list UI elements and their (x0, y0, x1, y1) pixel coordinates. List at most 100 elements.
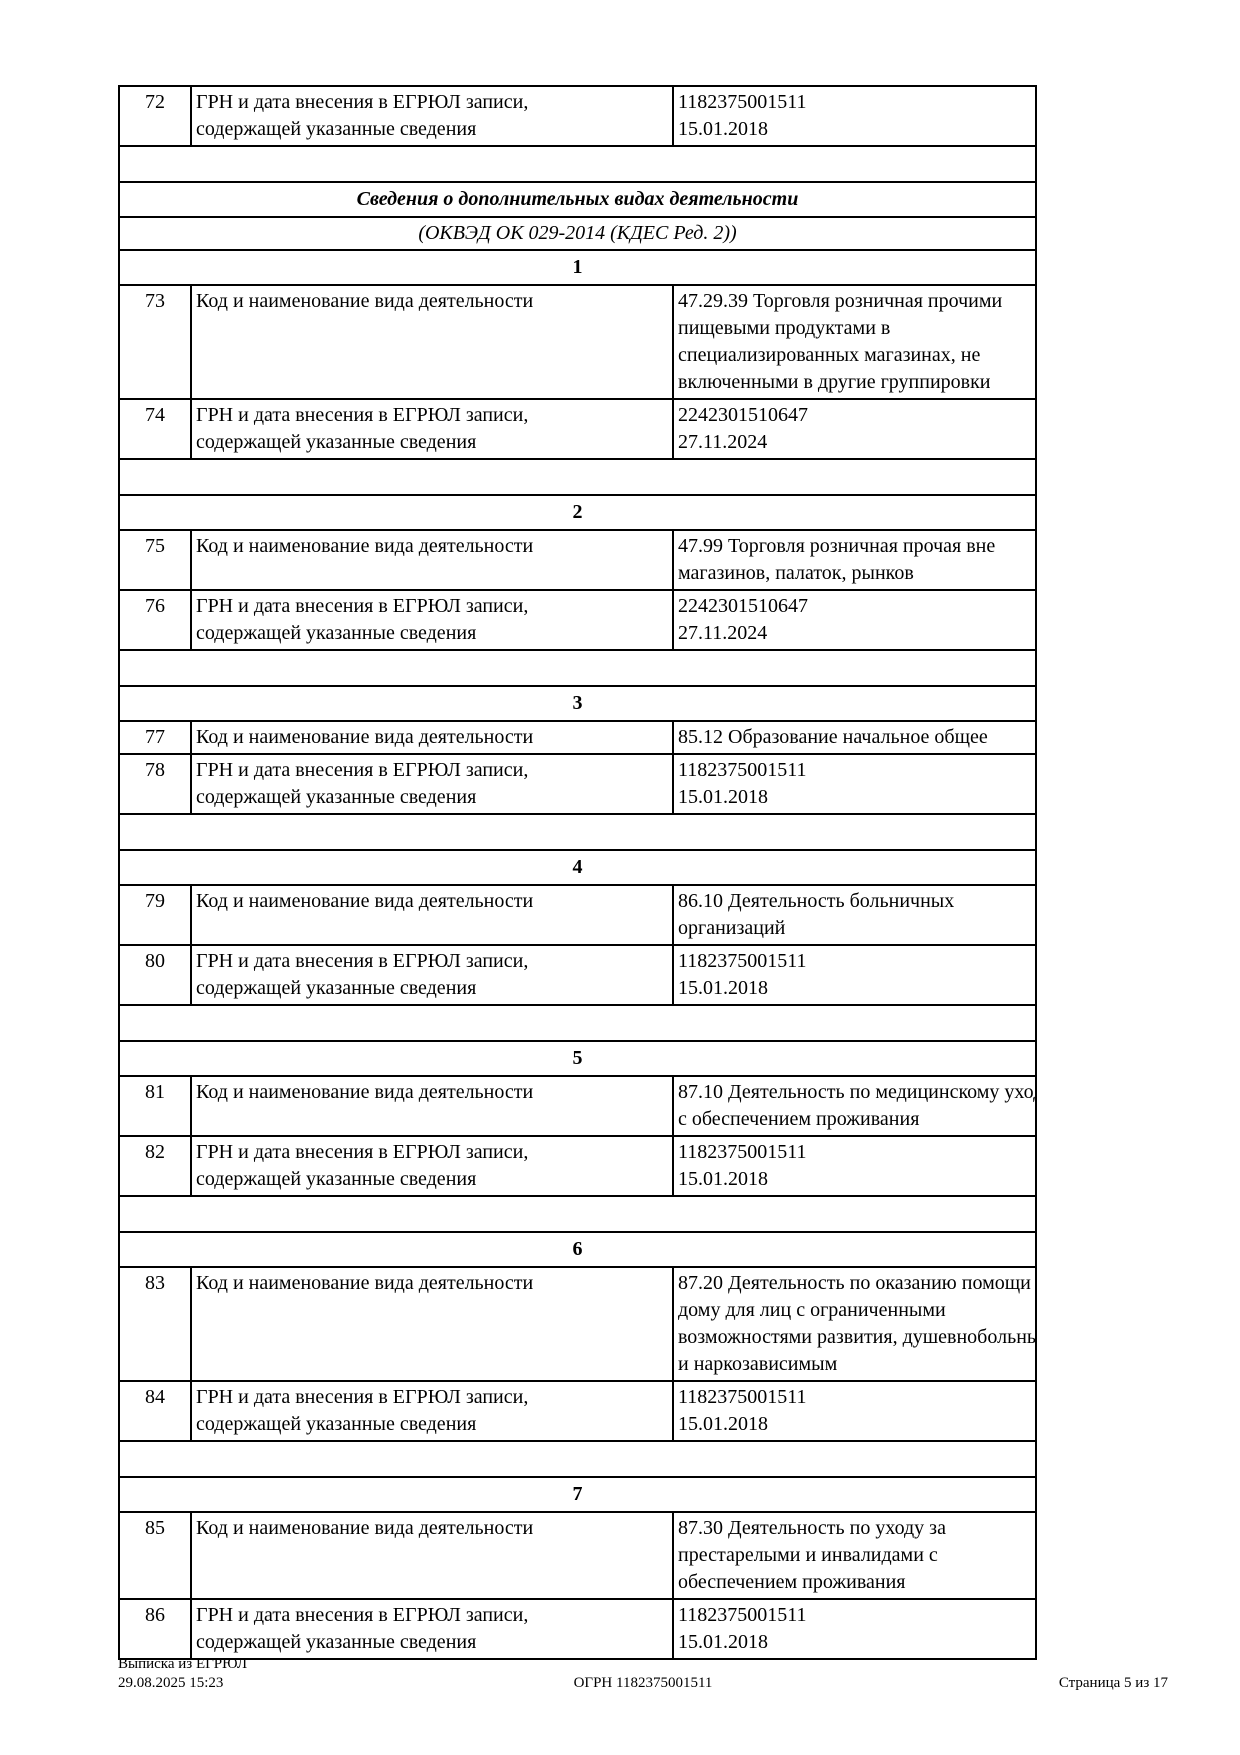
value-line: 15.01.2018 (678, 1168, 768, 1190)
spacer-row (118, 649, 1037, 687)
table-row-76: 76 ГРН и дата внесения в ЕГРЮЛ записи, сод… (118, 589, 1037, 651)
section-subtitle: (ОКВЭД ОК 029-2014 (КДЕС Ред. 2)) (118, 216, 1037, 251)
spacer-row (118, 1004, 1037, 1042)
label-line: ГРН и дата внесения в ЕГРЮЛ записи, (196, 595, 529, 617)
spacer-row (118, 458, 1037, 496)
table-row-84: 84 ГРН и дата внесения в ЕГРЮЛ записи, сод… (118, 1380, 1037, 1442)
table-row-81: 81 Код и наименование вида деятельности 87… (118, 1075, 1037, 1137)
value-line: 47.29.39 Торговля розничная прочими (678, 290, 1003, 312)
row-value-cell: 87.20 Деятельность по оказанию помощи на… (672, 1266, 1037, 1382)
section-number: 4 (118, 849, 1037, 886)
footer-datetime: 29.08.2025 15:23 (118, 1675, 224, 1691)
spacer-row (118, 1440, 1037, 1478)
table-row-83: 83 Код и наименование вида деятельности 87… (118, 1266, 1037, 1382)
row-value-cell: 85.12 Образование начальное общее (672, 720, 1037, 755)
spacer-row (118, 145, 1037, 183)
section-row: 7 (118, 1476, 1037, 1513)
row-number: 85 (118, 1511, 192, 1600)
value-line: 1182375001511 (678, 950, 807, 972)
table-row-80: 80 ГРН и дата внесения в ЕГРЮЛ записи, сод… (118, 944, 1037, 1006)
row-value-cell: 1182375001511 15.01.2018 (672, 1598, 1037, 1660)
value-line: 15.01.2018 (678, 786, 768, 808)
section-number: 6 (118, 1231, 1037, 1268)
label-line: ГРН и дата внесения в ЕГРЮЛ записи, (196, 1386, 529, 1408)
table-row-85: 85 Код и наименование вида деятельности 87… (118, 1511, 1037, 1600)
row-value-cell: 1182375001511 15.01.2018 (672, 944, 1037, 1006)
value-line: 15.01.2018 (678, 977, 768, 999)
row-value-cell: 1182375001511 15.01.2018 (672, 85, 1037, 147)
value-line: 2242301510647 (678, 595, 808, 617)
label-line: содержащей указанные сведения (196, 1631, 477, 1653)
row-number: 72 (118, 85, 192, 147)
row-number: 81 (118, 1075, 192, 1137)
value-line: 27.11.2024 (678, 622, 768, 644)
footer-page-info: Страница 5 из 17 (1058, 1675, 1168, 1691)
value-line: магазинов, палаток, рынков (678, 562, 914, 584)
footer-left-block: Выписка из ЕГРЮЛ 29.08.2025 15:23 (118, 1655, 247, 1693)
table-row-82: 82 ГРН и дата внесения в ЕГРЮЛ записи, сод… (118, 1135, 1037, 1197)
row-number: 86 (118, 1598, 192, 1660)
value-line: и наркозависимым (678, 1353, 838, 1375)
row-label-cell: ГРН и дата внесения в ЕГРЮЛ записи, содер… (190, 1380, 674, 1442)
label-line: ГРН и дата внесения в ЕГРЮЛ записи, (196, 759, 529, 781)
subtitle-row: (ОКВЭД ОК 029-2014 (КДЕС Ред. 2)) (118, 216, 1037, 251)
value-line: 1182375001511 (678, 1604, 807, 1626)
label-line: содержащей указанные сведения (196, 1168, 477, 1190)
value-line: 85.12 Образование начальное общее (678, 726, 988, 748)
row-value-cell: 87.10 Деятельность по медицинскому уходу… (672, 1075, 1037, 1137)
spacer-cell (118, 1440, 1037, 1478)
row-value-cell: 1182375001511 15.01.2018 (672, 1135, 1037, 1197)
section-row: 4 (118, 849, 1037, 886)
row-value-cell: 47.99 Торговля розничная прочая вне магаз… (672, 529, 1037, 591)
row-value-cell: 2242301510647 27.11.2024 (672, 589, 1037, 651)
label-line: содержащей указанные сведения (196, 622, 477, 644)
table-row-86: 86 ГРН и дата внесения в ЕГРЮЛ записи, сод… (118, 1598, 1037, 1660)
label-line: содержащей указанные сведения (196, 431, 477, 453)
value-line: с обеспечением проживания (678, 1108, 920, 1130)
value-line: 27.11.2024 (678, 431, 768, 453)
label-line: ГРН и дата внесения в ЕГРЮЛ записи, (196, 91, 529, 113)
value-line: организаций (678, 917, 786, 939)
row-number: 78 (118, 753, 192, 815)
spacer-row (118, 1195, 1037, 1233)
footer-doc-title: Выписка из ЕГРЮЛ (118, 1656, 247, 1672)
table-row-72: 72 ГРН и дата внесения в ЕГРЮЛ записи, сод… (118, 85, 1037, 147)
spacer-row (118, 813, 1037, 851)
label-line: содержащей указанные сведения (196, 977, 477, 999)
section-row: 5 (118, 1040, 1037, 1077)
label-line: ГРН и дата внесения в ЕГРЮЛ записи, (196, 1604, 529, 1626)
row-label-cell: Код и наименование вида деятельности (190, 720, 674, 755)
label-line: Код и наименование вида деятельности (196, 1081, 534, 1103)
label-line: Код и наименование вида деятельности (196, 1272, 534, 1294)
row-label-cell: ГРН и дата внесения в ЕГРЮЛ записи, содер… (190, 85, 674, 147)
spacer-cell (118, 813, 1037, 851)
row-value-cell: 1182375001511 15.01.2018 (672, 753, 1037, 815)
row-label-cell: ГРН и дата внесения в ЕГРЮЛ записи, содер… (190, 944, 674, 1006)
section-number: 3 (118, 685, 1037, 722)
value-line: обеспечением проживания (678, 1571, 906, 1593)
spacer-cell (118, 1195, 1037, 1233)
value-line: включенными в другие группировки (678, 371, 991, 393)
section-number: 5 (118, 1040, 1037, 1077)
row-value-cell: 47.29.39 Торговля розничная прочими пищев… (672, 284, 1037, 400)
section-row: 6 (118, 1231, 1037, 1268)
value-line: 1182375001511 (678, 1386, 807, 1408)
label-line: ГРН и дата внесения в ЕГРЮЛ записи, (196, 950, 529, 972)
row-number: 79 (118, 884, 192, 946)
table-row-78: 78 ГРН и дата внесения в ЕГРЮЛ записи, сод… (118, 753, 1037, 815)
row-label-cell: ГРН и дата внесения в ЕГРЮЛ записи, содер… (190, 1598, 674, 1660)
row-number: 76 (118, 589, 192, 651)
value-line: 47.99 Торговля розничная прочая вне (678, 535, 996, 557)
value-line: 1182375001511 (678, 91, 807, 113)
value-line: дому для лиц с ограниченными (678, 1299, 946, 1321)
row-number: 73 (118, 284, 192, 400)
title-row: Сведения о дополнительных видах деятельн… (118, 181, 1037, 218)
table-body: 72 ГРН и дата внесения в ЕГРЮЛ записи, сод… (118, 85, 1037, 1660)
row-label-cell: Код и наименование вида деятельности (190, 1075, 674, 1137)
value-line: 15.01.2018 (678, 1413, 768, 1435)
row-label-cell: ГРН и дата внесения в ЕГРЮЛ записи, содер… (190, 753, 674, 815)
row-label-cell: Код и наименование вида деятельности (190, 1266, 674, 1382)
spacer-cell (118, 458, 1037, 496)
label-line: содержащей указанные сведения (196, 1413, 477, 1435)
